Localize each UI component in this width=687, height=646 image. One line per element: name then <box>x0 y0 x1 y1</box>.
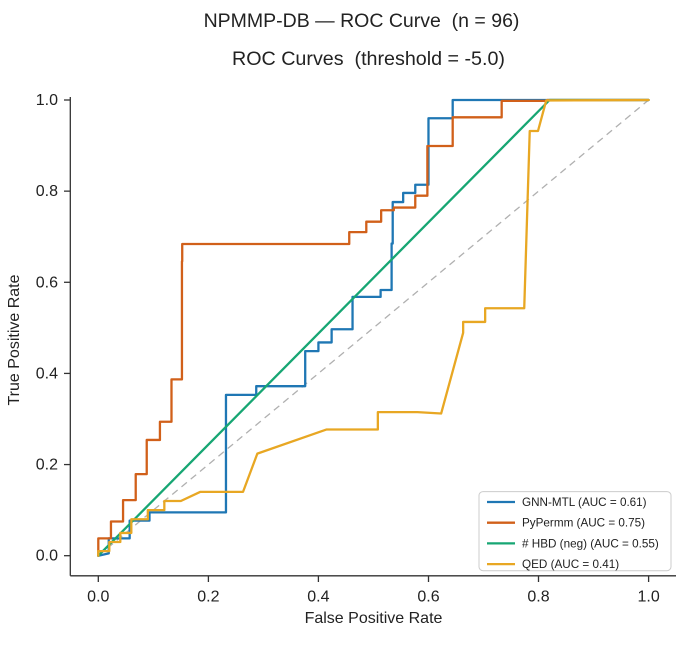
svg-text:GNN-MTL (AUC = 0.61): GNN-MTL (AUC = 0.61) <box>522 496 647 509</box>
svg-text:QED (AUC = 0.41): QED (AUC = 0.41) <box>522 558 619 571</box>
svg-text:True Positive Rate: True Positive Rate <box>6 274 23 405</box>
svg-text:0.8: 0.8 <box>527 589 549 606</box>
svg-text:# HBD (neg) (AUC = 0.55): # HBD (neg) (AUC = 0.55) <box>522 537 659 550</box>
svg-text:0.8: 0.8 <box>36 183 58 200</box>
svg-text:1.0: 1.0 <box>36 92 58 109</box>
svg-text:1.0: 1.0 <box>637 589 659 606</box>
svg-text:0.4: 0.4 <box>36 365 58 382</box>
svg-text:0.4: 0.4 <box>307 589 329 606</box>
svg-text:False Positive Rate: False Positive Rate <box>305 610 443 627</box>
svg-text:PyPermm (AUC = 0.75): PyPermm (AUC = 0.75) <box>522 517 645 530</box>
svg-text:0.2: 0.2 <box>197 589 219 606</box>
svg-text:0.6: 0.6 <box>36 274 58 291</box>
svg-text:0.2: 0.2 <box>36 457 58 474</box>
svg-text:0.0: 0.0 <box>87 589 109 606</box>
svg-text:0.0: 0.0 <box>36 548 58 565</box>
svg-text:0.6: 0.6 <box>417 589 439 606</box>
